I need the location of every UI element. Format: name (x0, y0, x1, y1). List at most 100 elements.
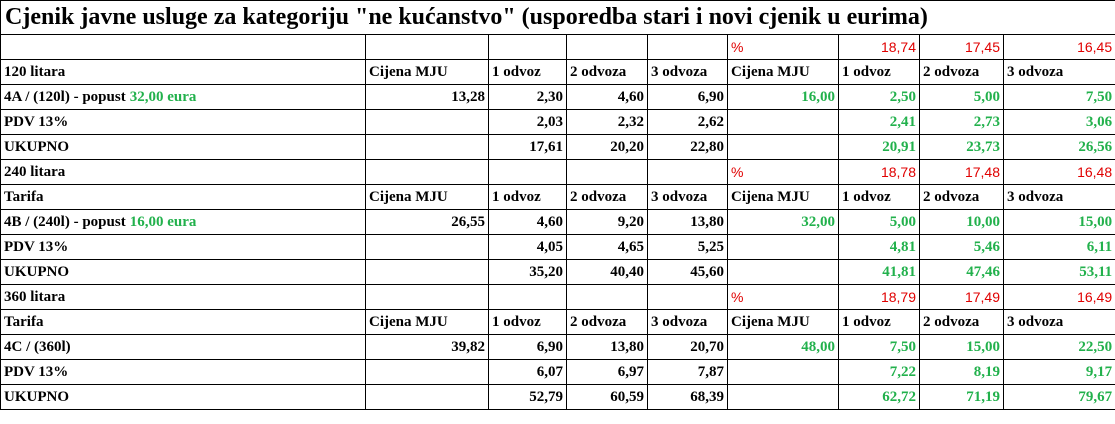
table-row: 360 litara% 18,79 17,49 16,49 (0, 284, 1115, 310)
table-cell: UKUPNO (0, 384, 366, 410)
table-cell: UKUPNO (0, 134, 366, 160)
table-cell (566, 159, 648, 185)
table-cell: 4,81 (838, 234, 920, 260)
table-body: Cjenik javne usluge za kategoriju "ne ku… (0, 0, 1115, 410)
table-cell: 9,20 (566, 209, 648, 235)
table-cell: UKUPNO (0, 259, 366, 285)
table-cell: 4,60 (566, 84, 648, 110)
table-cell: 2 odvoza (566, 59, 648, 85)
table-cell: 18,78 (838, 159, 920, 185)
table-cell (566, 284, 648, 310)
table-cell: PDV 13% (0, 359, 366, 385)
table-cell: 52,79 (488, 384, 567, 410)
table-cell: 26,55 (365, 209, 489, 235)
table-cell: 13,80 (566, 334, 648, 360)
table-cell: 360 litara (0, 284, 366, 310)
table-cell: 7,50 (838, 334, 920, 360)
table-row: PDV 13% 4,05 4,65 5,25 4,81 5,46 6,11 (0, 234, 1115, 260)
table-row: Tarifa Cijena MJU 1 odvoz 2 odvoza 3 odvoza C… (0, 184, 1115, 210)
table-cell: 2,62 (647, 109, 728, 135)
table-cell (488, 34, 567, 60)
table-cell: 79,67 (1002, 384, 1115, 410)
table-cell: 2 odvoza (919, 184, 1004, 210)
table-row: 240 litara% 18,78 17,48 16,48 (0, 159, 1115, 185)
table-cell: 13,80 (647, 209, 728, 235)
table-cell: % (727, 34, 839, 60)
table-cell (365, 384, 489, 410)
price-table: Cjenik javne usluge za kategoriju "ne ku… (0, 0, 1115, 410)
table-cell: 2 odvoza (566, 184, 648, 210)
table-cell: 20,91 (838, 134, 920, 160)
table-cell: 2,73 (919, 109, 1004, 135)
table-cell: 1 odvoz (838, 59, 920, 85)
table-cell: 1 odvoz (488, 59, 567, 85)
table-row: UKUPNO 17,61 20,20 22,80 20,91 23,73 26,56 (0, 134, 1115, 160)
table-cell: 4C / (360l) (0, 334, 366, 360)
table-cell: Tarifa (0, 184, 366, 210)
table-cell: Cijena MJU (365, 59, 489, 85)
table-cell: 2 odvoza (919, 59, 1004, 85)
cell-highlight: 32,00 eura (129, 88, 197, 105)
table-cell: 9,17 (1002, 359, 1115, 385)
table-row: 120 litara Cijena MJU 1 odvoz 2 odvoza 3 odv… (0, 59, 1115, 85)
table-cell: 71,19 (919, 384, 1004, 410)
table-cell: 2,50 (838, 84, 920, 110)
table-cell (727, 134, 839, 160)
table-cell: 3 odvoza (1002, 59, 1115, 85)
table-cell: 3 odvoza (647, 59, 728, 85)
table-cell: 6,90 (647, 84, 728, 110)
cell-text: 4A / (120l) - popust (4, 88, 126, 105)
table-cell: 2 odvoza (566, 309, 648, 335)
table-row: 4C / (360l) 39,82 6,90 13,80 20,70 48,00 7,50 1… (0, 334, 1115, 360)
table-cell: 1 odvoz (838, 309, 920, 335)
table-cell: 240 litara (0, 159, 366, 185)
table-cell: 17,61 (488, 134, 567, 160)
table-cell: Cijena MJU (727, 309, 839, 335)
table-cell (365, 359, 489, 385)
table-cell: 45,60 (647, 259, 728, 285)
table-cell: 4,05 (488, 234, 567, 260)
table-cell: 15,00 (919, 334, 1004, 360)
cell-text: 4B / (240l) - popust (4, 213, 126, 230)
table-cell: 16,45 (1002, 34, 1115, 60)
table-cell: 2,30 (488, 84, 567, 110)
table-row: 4A / (120l) - popust 32,00 eura 13,28 2,30 4… (0, 84, 1115, 110)
table-row: Tarifa Cijena MJU 1 odvoz 2 odvoza 3 odvoza C… (0, 309, 1115, 335)
table-cell: 35,20 (488, 259, 567, 285)
table-cell: 120 litara (0, 59, 366, 85)
table-cell (0, 34, 366, 60)
table-cell: 20,70 (647, 334, 728, 360)
table-cell: 13,28 (365, 84, 489, 110)
table-cell: 7,22 (838, 359, 920, 385)
table-cell (647, 34, 728, 60)
table-cell: 23,73 (919, 134, 1004, 160)
table-row: 4B / (240l) - popust 16,00 eura 26,55 4,60 9… (0, 209, 1115, 235)
table-cell: PDV 13% (0, 109, 366, 135)
title: Cjenik javne usluge za kategoriju "ne ku… (0, 0, 1115, 35)
cell-highlight: 16,00 eura (129, 213, 197, 230)
table-cell: 3 odvoza (1002, 184, 1115, 210)
table-row: PDV 13% 6,07 6,97 7,87 7,22 8,19 9,17 (0, 359, 1115, 385)
table-cell: 20,20 (566, 134, 648, 160)
table-cell: 40,40 (566, 259, 648, 285)
table-cell: 1 odvoz (488, 309, 567, 335)
table-row: UKUPNO 35,20 40,40 45,60 41,81 47,46 53,11 (0, 259, 1115, 285)
table-cell: 68,39 (647, 384, 728, 410)
table-cell: 41,81 (838, 259, 920, 285)
table-cell (365, 259, 489, 285)
table-cell (727, 359, 839, 385)
table-cell: 8,19 (919, 359, 1004, 385)
table-cell: 22,80 (647, 134, 728, 160)
table-cell: Cijena MJU (727, 184, 839, 210)
table-cell: 26,56 (1002, 134, 1115, 160)
table-cell: 60,59 (566, 384, 648, 410)
table-cell: 6,90 (488, 334, 567, 360)
table-cell: 3,06 (1002, 109, 1115, 135)
table-cell: 7,50 (1002, 84, 1115, 110)
table-cell: 16,49 (1002, 284, 1115, 310)
table-cell: 4B / (240l) - popust 16,00 eura (0, 209, 366, 235)
table-row: PDV 13% 2,03 2,32 2,62 2,41 2,73 3,06 (0, 109, 1115, 135)
table-row: UKUPNO 52,79 60,59 68,39 62,72 71,19 79,67 (0, 384, 1115, 410)
table-cell: 2 odvoza (919, 309, 1004, 335)
